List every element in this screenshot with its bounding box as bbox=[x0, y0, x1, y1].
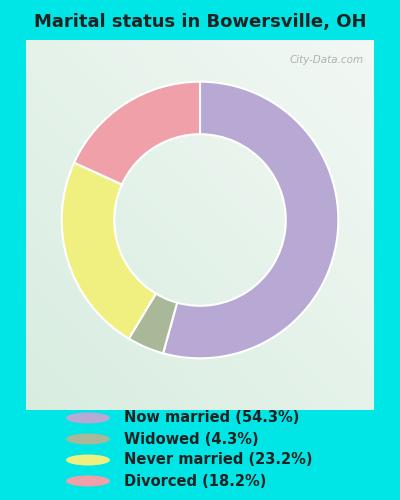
Wedge shape bbox=[74, 82, 200, 184]
Text: Never married (23.2%): Never married (23.2%) bbox=[124, 452, 312, 468]
Circle shape bbox=[66, 434, 110, 444]
Wedge shape bbox=[163, 82, 338, 358]
Text: Marital status in Bowersville, OH: Marital status in Bowersville, OH bbox=[34, 12, 366, 30]
Circle shape bbox=[66, 476, 110, 486]
Text: Widowed (4.3%): Widowed (4.3%) bbox=[124, 432, 259, 446]
Text: Divorced (18.2%): Divorced (18.2%) bbox=[124, 474, 266, 488]
Wedge shape bbox=[129, 294, 177, 354]
Wedge shape bbox=[62, 162, 156, 338]
Text: City-Data.com: City-Data.com bbox=[290, 55, 364, 65]
Circle shape bbox=[66, 454, 110, 466]
Text: Now married (54.3%): Now married (54.3%) bbox=[124, 410, 299, 426]
Circle shape bbox=[66, 412, 110, 424]
